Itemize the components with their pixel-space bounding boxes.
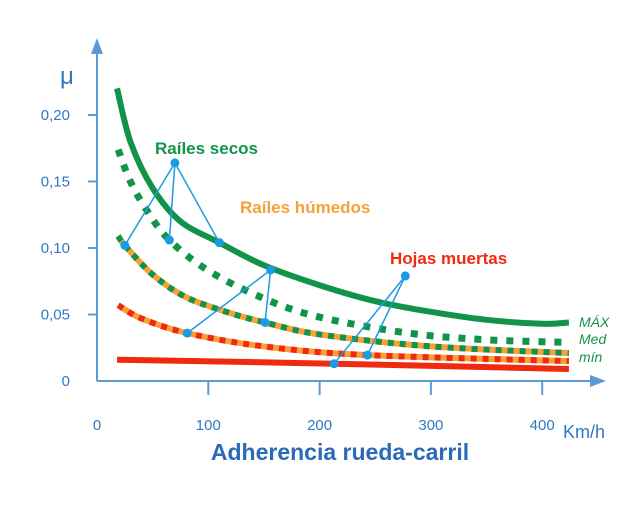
line-green-dash: [115, 234, 570, 357]
annotation-leader: [124, 162, 176, 246]
legend-max: MÁX: [579, 314, 610, 330]
line-dotted-green: [114, 148, 570, 346]
x-tick-label: 300: [418, 417, 443, 434]
annotation: Hojas muertas: [329, 249, 507, 369]
y-tick-label: 0,20: [41, 107, 70, 124]
line-red-dash: [116, 302, 570, 365]
annotation-label: Hojas muertas: [390, 249, 507, 268]
y-tick-label: 0,15: [41, 174, 70, 191]
annotation-leader: [366, 275, 406, 356]
axes: [91, 38, 606, 387]
x-axis-arrow: [590, 375, 606, 387]
y-tick-label: 0,05: [41, 307, 70, 324]
annotation: Raíles secos: [120, 139, 258, 250]
x-tick-label: 0: [93, 417, 101, 434]
annotation-target-dot: [329, 359, 339, 369]
line-solid-green: [114, 87, 570, 327]
x-axis-label: Km/h: [563, 422, 605, 442]
x-tick-label: 200: [307, 417, 332, 434]
annotation-leader: [174, 162, 221, 244]
annotation-target-dot: [260, 317, 270, 327]
annotation-leader: [264, 269, 272, 323]
series-dotted-green: [114, 148, 570, 346]
series-green-orange: [115, 234, 570, 357]
annotation-target-dot: [182, 328, 192, 338]
annotation-target-dot: [214, 238, 224, 248]
x-tick-label: 400: [530, 417, 555, 434]
y-tick-label: 0,10: [41, 240, 70, 257]
series-red-orange: [116, 302, 570, 365]
y-axis-label: μ: [60, 63, 74, 90]
annotation: Raíles húmedos: [182, 198, 370, 338]
annotation-target-dot: [362, 350, 372, 360]
x-tick-label: 100: [196, 417, 221, 434]
annotation-leader: [168, 162, 176, 241]
annotation-label: Raíles secos: [155, 139, 258, 158]
annotation-anchor-dot: [400, 271, 410, 281]
annotation-anchor-dot: [266, 265, 276, 275]
annotation-target-dot: [164, 235, 174, 245]
legend-min: mín: [579, 349, 603, 365]
y-tick-label: 0: [62, 373, 70, 390]
annotation-label: Raíles húmedos: [240, 198, 370, 217]
annotation-anchor-dot: [170, 158, 180, 168]
annotation-leader: [186, 269, 272, 334]
chart-title: Adherencia rueda-carril: [211, 439, 469, 465]
legend-med: Med: [579, 331, 607, 347]
annotation-target-dot: [120, 240, 130, 250]
series-solid-green: [114, 87, 570, 327]
y-axis-arrow: [91, 38, 103, 54]
annotation-leader: [333, 275, 406, 365]
